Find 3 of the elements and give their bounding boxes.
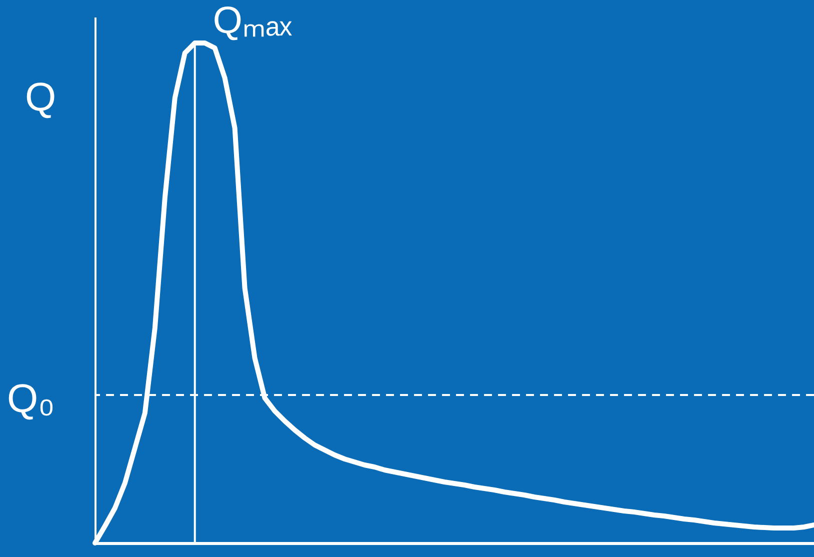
text: Qₘₐₓ [212,0,293,42]
ref-line-label: Q₀ [7,377,55,421]
y-axis-title: Q [24,76,56,120]
